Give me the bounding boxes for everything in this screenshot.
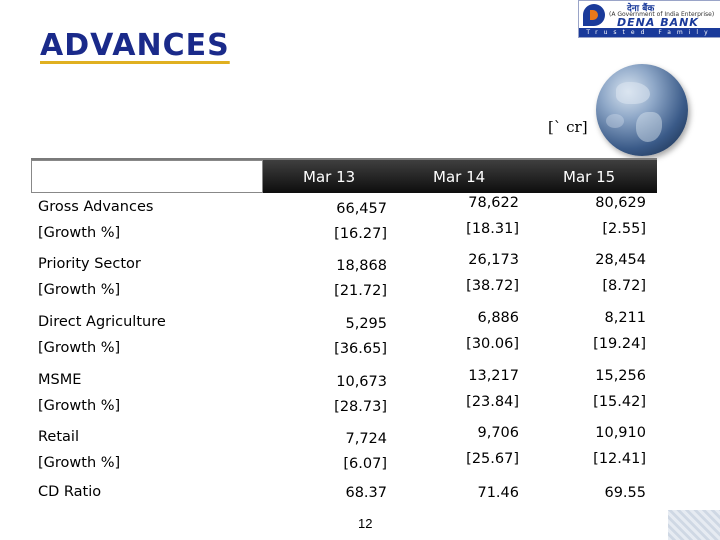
bank-emblem-icon [583, 4, 605, 26]
cell-value: 8,211 [604, 310, 646, 326]
cell-value: 15,256 [595, 368, 646, 384]
corner-decoration [668, 510, 720, 540]
globe-icon [596, 64, 688, 156]
cell-value: 68.37 [345, 485, 387, 501]
cell-value: 71.46 [477, 485, 519, 501]
cell-value: 10,673 [336, 374, 387, 390]
cell-growth: [18.31] [466, 221, 519, 237]
advances-table: Mar 13 Mar 14 Mar 15 Gross Advances [Gro… [31, 158, 657, 510]
cell-growth: [15.42] [593, 394, 646, 410]
cell-growth: [28.73] [334, 399, 387, 415]
cell-value: 9,706 [477, 425, 519, 441]
cell-growth: [8.72] [602, 278, 646, 294]
cell-growth: [21.72] [334, 283, 387, 299]
cell-value: 66,457 [336, 201, 387, 217]
table-header: Mar 13 Mar 14 Mar 15 [31, 158, 657, 193]
row-sub-label: [Growth %] [38, 225, 121, 241]
page-number: 12 [358, 516, 373, 531]
cell-growth: [36.65] [334, 341, 387, 357]
row-label: Priority Sector [38, 256, 141, 272]
row-label: MSME [38, 372, 82, 388]
cell-value: 10,910 [595, 425, 646, 441]
cell-value: 7,724 [345, 431, 387, 447]
cell-value: 26,173 [468, 252, 519, 268]
logo-bank-name: DENA BANK [617, 16, 699, 29]
cell-growth: [16.27] [334, 226, 387, 242]
row-label: CD Ratio [38, 484, 102, 500]
cell-value: 28,454 [595, 252, 646, 268]
cell-value: 18,868 [336, 258, 387, 274]
row-sub-label: [Growth %] [38, 455, 121, 471]
column-header-mar14: Mar 14 [433, 168, 486, 186]
cell-growth: [30.06] [466, 336, 519, 352]
column-header-mar13: Mar 13 [303, 168, 356, 186]
cell-value: 6,886 [477, 310, 519, 326]
cell-growth: [2.55] [602, 221, 646, 237]
logo-hindi-text: देना बैंक [627, 4, 655, 14]
cell-growth: [23.84] [466, 394, 519, 410]
column-header-mar15: Mar 15 [563, 168, 616, 186]
row-sub-label: [Growth %] [38, 282, 121, 298]
cell-growth: [19.24] [593, 336, 646, 352]
cell-value: 78,622 [468, 195, 519, 211]
logo-govt-line: (A Government of India Enterprise) [609, 11, 715, 18]
logo-tagline: Trusted Family Bank [579, 28, 720, 45]
cell-growth: [25.67] [466, 451, 519, 467]
row-sub-label: [Growth %] [38, 340, 121, 356]
cell-growth: [12.41] [593, 451, 646, 467]
page-title: ADVANCES [40, 28, 230, 63]
row-label: Gross Advances [38, 199, 154, 215]
cell-value: 80,629 [595, 195, 646, 211]
cell-value: 13,217 [468, 368, 519, 384]
header-blank-cell [31, 160, 263, 193]
cell-value: 5,295 [345, 316, 387, 332]
dena-bank-logo: देना बैंक (A Government of India Enterpr… [578, 0, 720, 45]
cell-growth: [38.72] [466, 278, 519, 294]
row-sub-label: [Growth %] [38, 398, 121, 414]
row-label: Retail [38, 429, 79, 445]
cell-growth: [6.07] [343, 456, 387, 472]
cell-value: 69.55 [604, 485, 646, 501]
row-label: Direct Agriculture [38, 314, 166, 330]
unit-label: [` cr] [548, 118, 588, 136]
